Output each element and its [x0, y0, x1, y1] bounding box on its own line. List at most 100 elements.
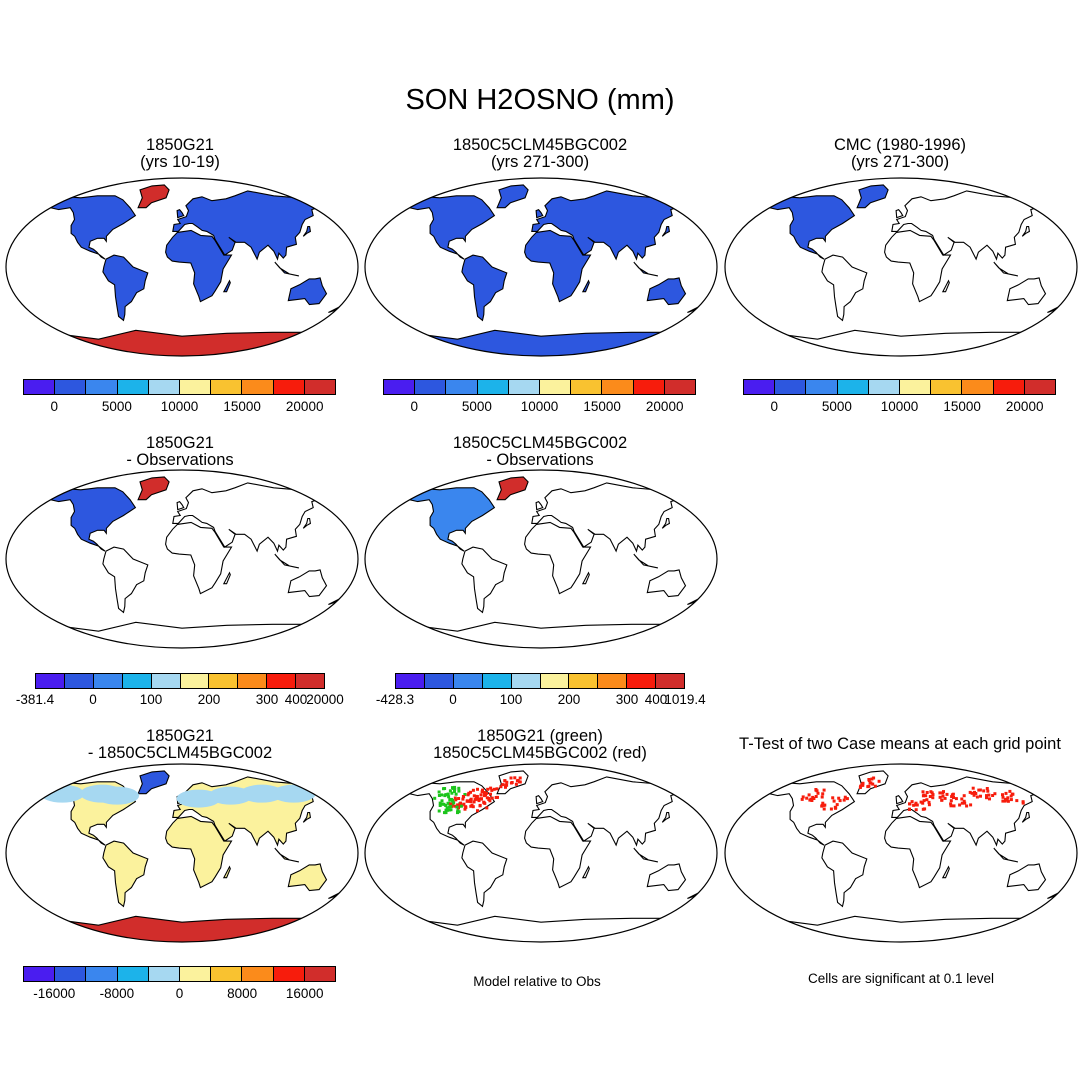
colorbar-swatch [272, 967, 304, 981]
snow-decrease-region [95, 786, 140, 805]
colorbar-swatch [147, 967, 180, 981]
landmass-northamerica [408, 781, 496, 846]
colorbar-tick-label: 5000 [821, 399, 852, 414]
colorbar-swatch [179, 380, 211, 394]
significant-cell [963, 801, 967, 805]
significant-cell [448, 789, 452, 793]
colorbar-tick-label: 400 [644, 692, 668, 707]
landmass-madagascar [581, 571, 590, 585]
significant-cell [969, 803, 973, 807]
significant-cell [960, 797, 964, 801]
significant-cell [968, 790, 972, 794]
landmass-madagascar [222, 865, 231, 879]
significant-cell [822, 807, 826, 811]
significant-cell [1009, 798, 1013, 802]
map-border [5, 177, 359, 357]
significant-cell [985, 796, 988, 800]
significant-cell [503, 779, 507, 783]
significant-cell [985, 787, 989, 790]
significant-cell [437, 809, 441, 813]
significant-cell [471, 805, 475, 809]
figure-title: SON H2OSNO (mm) [405, 84, 675, 116]
landmass-madagascar [941, 865, 950, 879]
panel-title-1850g21: 1850G21 (yrs 10-19) [140, 136, 220, 171]
significant-cell [453, 790, 456, 793]
significant-cell [843, 795, 847, 799]
significant-cell [462, 802, 466, 806]
landmass-northamerica [408, 487, 496, 552]
colorbar-swatch [774, 380, 806, 394]
landmass-greenland [496, 476, 529, 501]
landmass-madagascar [941, 279, 950, 293]
significant-cell [866, 785, 870, 789]
significant-cell [941, 791, 945, 795]
significant-cell [921, 801, 925, 805]
landmass-newzealand [687, 304, 704, 314]
colorbar-1850c5 [383, 379, 696, 395]
significant-cell [993, 792, 997, 796]
significant-cell [870, 777, 874, 781]
significant-cell [485, 806, 489, 810]
significant-cell [943, 796, 947, 800]
colorbar-swatch [303, 380, 336, 394]
landmass-newzealand [687, 890, 704, 900]
significant-cell [1008, 789, 1012, 793]
landmass-australia [287, 277, 328, 306]
landmass-newzealand [1047, 304, 1064, 314]
colorbar-swatch [961, 380, 993, 394]
colorbar-swatch [266, 674, 296, 688]
significant-cell [814, 795, 818, 798]
landmass-africa [165, 815, 233, 889]
colorbar-tick-label: 0 [175, 986, 184, 1001]
significant-cell [952, 804, 956, 808]
significant-cell [922, 793, 926, 797]
colorbar-tick-label: 15000 [943, 399, 981, 414]
significant-cell [975, 795, 979, 799]
significant-cell [461, 795, 465, 798]
colorbar-swatch [601, 380, 633, 394]
significant-cell [499, 785, 503, 789]
landmass-greenland [137, 770, 170, 795]
significant-cell [514, 782, 518, 786]
significant-cell [925, 798, 929, 802]
map-1850c5-obs [364, 469, 718, 649]
significant-cell [479, 797, 483, 801]
landmass-eurasia [891, 190, 1041, 261]
significant-cell [820, 804, 824, 808]
landmass-antarctica [404, 915, 678, 942]
significant-cell [449, 808, 453, 812]
colorbar-swatch [92, 674, 122, 688]
significant-cell [480, 790, 484, 794]
significant-cell [915, 803, 919, 807]
landmass-greenland [137, 184, 170, 209]
significant-cell [868, 781, 872, 785]
colorbar-swatch [930, 380, 962, 394]
significant-cell [454, 798, 458, 802]
landmass-uk [535, 208, 544, 219]
landmass-northamerica [408, 195, 496, 260]
significant-cell [816, 791, 820, 795]
colorbar-1850g21 [23, 379, 336, 395]
map-border [724, 177, 1078, 357]
landmass-japan [1021, 225, 1031, 237]
snow-decrease-region [271, 784, 316, 803]
significant-cell [453, 796, 457, 800]
significant-cell [450, 791, 454, 795]
colorbar-tick-label: 8000 [227, 986, 258, 1001]
landmass-madagascar [222, 571, 231, 585]
significant-cell [941, 794, 945, 798]
colorbar-swatch [452, 674, 482, 688]
panel-title-1850c5-obs: 1850C5CLM45BGC002- Observations [452, 434, 628, 469]
significant-cell [449, 802, 453, 806]
colorbar-swatch [85, 380, 117, 394]
significant-cell [845, 797, 849, 801]
landmass-newzealand [328, 890, 345, 900]
colorbar-ticks-cmc: 0 5000 10000 15000 20000 [743, 399, 1056, 415]
landmass-eurasia [531, 482, 681, 553]
significant-cell [832, 799, 836, 803]
landmass-africa [524, 229, 592, 303]
landmass-madagascar [581, 865, 590, 879]
colorbar-tick-label: 0 [770, 399, 779, 414]
colorbar-tick-label: 10000 [520, 399, 559, 414]
colorbar-tick-label: 0 [449, 692, 457, 707]
